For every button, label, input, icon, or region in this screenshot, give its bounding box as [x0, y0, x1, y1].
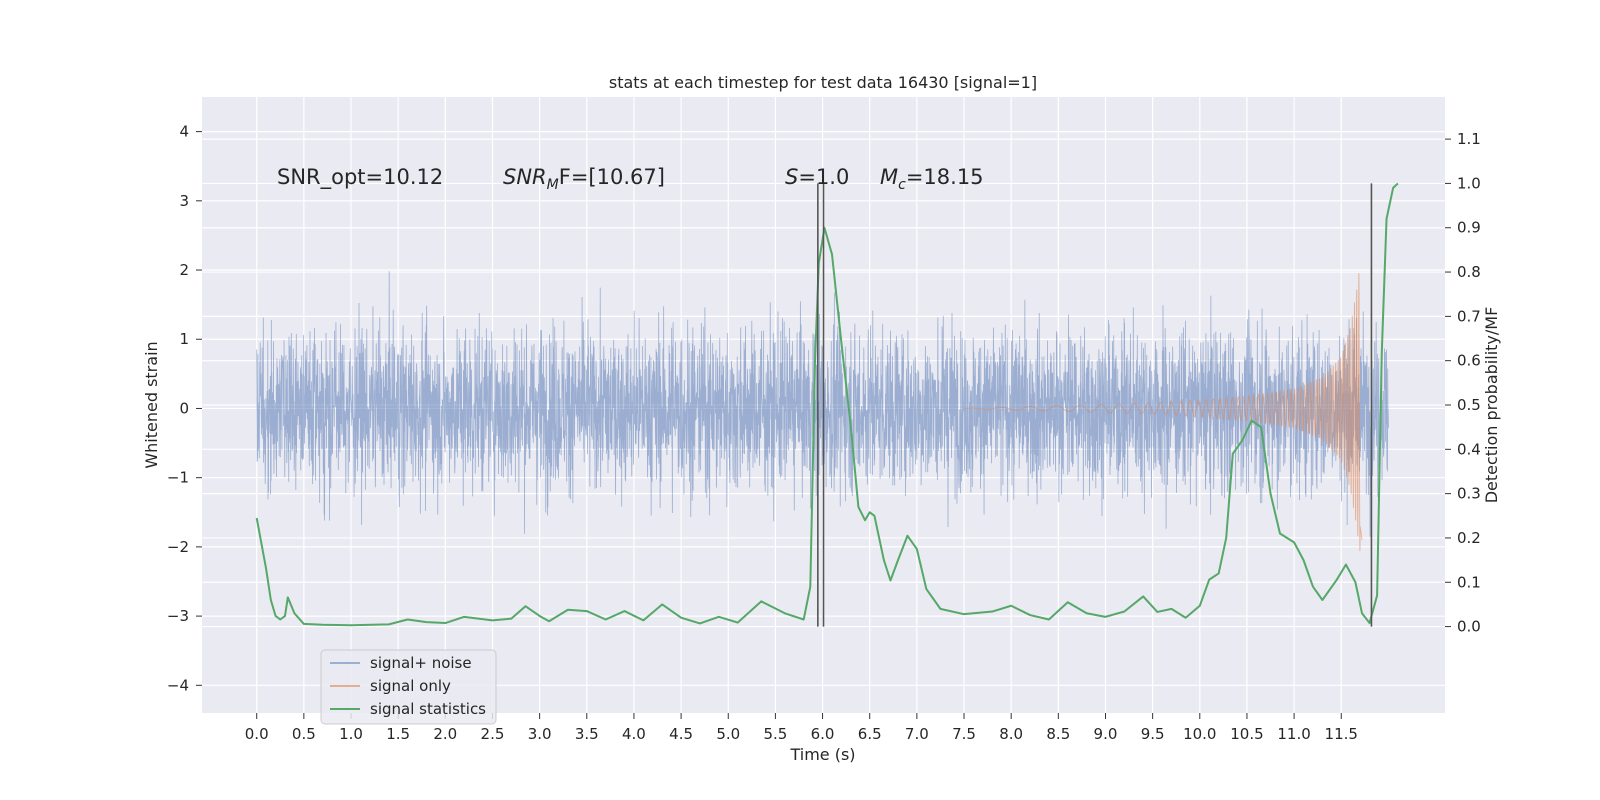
series-layer [255, 182, 1399, 627]
y-right-tick-label: 0.1 [1457, 573, 1481, 591]
y-left-tick-label: −1 [167, 469, 189, 487]
mc-rest: =18.15 [906, 165, 984, 189]
y-left-axis-label: Whitened strain [142, 341, 161, 468]
mc-sub: c [898, 177, 906, 193]
legend-label-signal-statistics: signal statistics [370, 700, 486, 718]
x-tick-label: 9.0 [1094, 725, 1118, 743]
y-right-tick-label: 0.5 [1457, 396, 1481, 414]
x-tick-label: 8.5 [1046, 725, 1070, 743]
legend: signal+ noise signal only signal statist… [320, 649, 497, 725]
y-right-tick-label: 1.1 [1457, 130, 1481, 148]
x-tick-label: 3.0 [528, 725, 552, 743]
series-signal-only [964, 272, 1363, 552]
legend-label-signal-only: signal only [370, 677, 451, 695]
tick-labels: 0.0 0.5 1.0 1.5 2.0 2.5 3.0 3.5 4.0 4.5 5.0 5.5 6.0 6… [167, 123, 1481, 743]
chart-title: stats at each timestep for test data 164… [609, 73, 1037, 92]
x-tick-label: 10.0 [1183, 725, 1216, 743]
y-right-axis-label: Detection probability/MF [1482, 307, 1501, 504]
x-tick-label: 0.0 [245, 725, 269, 743]
snr-mf-name: SNR [503, 165, 547, 189]
x-tick-label: 10.5 [1230, 725, 1263, 743]
y-right-tick-label: 0.9 [1457, 219, 1481, 237]
y-left-tick-label: 3 [179, 192, 189, 210]
x-tick-label: 8.0 [999, 725, 1023, 743]
y-right-tick-label: 0.7 [1457, 307, 1481, 325]
x-tick-label: 0.5 [292, 725, 316, 743]
x-tick-label: 2.0 [433, 725, 457, 743]
y-left-tick-label: 0 [179, 399, 189, 417]
x-tick-label: 1.0 [339, 725, 363, 743]
x-tick-label: 5.5 [763, 725, 787, 743]
y-left-tick-label: −4 [167, 676, 189, 694]
snr-opt-annotation: SNR_opt=10.12 [277, 165, 443, 190]
x-tick-label: 3.5 [575, 725, 599, 743]
series-signal-statistics [255, 182, 1399, 627]
s-name: S [785, 165, 798, 189]
y-left-tick-label: −2 [167, 538, 189, 556]
x-tick-label: 7.5 [952, 725, 976, 743]
x-axis-label: Time (s) [789, 745, 855, 764]
y-right-tick-label: 0.3 [1457, 485, 1481, 503]
vertical-markers [817, 183, 1373, 627]
y-right-tick-label: 0.0 [1457, 618, 1481, 636]
x-tick-label: 6.0 [811, 725, 835, 743]
y-right-tick-label: 1.0 [1457, 174, 1481, 192]
x-tick-label: 4.5 [669, 725, 693, 743]
snr-mf-rest: F=[10.67] [559, 165, 665, 189]
y-left-tick-label: 2 [179, 261, 189, 279]
x-tick-label: 1.5 [386, 725, 410, 743]
x-tick-label: 11.5 [1325, 725, 1358, 743]
mc-name: M [880, 165, 898, 189]
s-rest: =1.0 [798, 165, 849, 189]
series-signal-noise [256, 271, 1389, 537]
y-right-tick-label: 0.8 [1457, 263, 1481, 281]
y-right-tick-label: 0.6 [1457, 352, 1481, 370]
x-tick-label: 11.0 [1277, 725, 1310, 743]
mc-annotation: Mc=18.15 [880, 165, 984, 193]
x-tick-label: 6.5 [858, 725, 882, 743]
legend-label-signal-noise: signal+ noise [370, 654, 472, 672]
y-right-tick-label: 0.2 [1457, 529, 1481, 547]
x-tick-label: 4.0 [622, 725, 646, 743]
y-right-tick-label: 0.4 [1457, 440, 1481, 458]
x-tick-label: 9.5 [1141, 725, 1165, 743]
x-tick-label: 7.0 [905, 725, 929, 743]
snr-mf-annotation: SNRMF=[10.67] [503, 165, 665, 193]
snr-mf-sub: M [547, 177, 559, 193]
legend-box [320, 649, 497, 725]
y-left-tick-label: 4 [179, 123, 189, 141]
s-annotation: S=1.0 [785, 165, 849, 189]
y-left-tick-label: −3 [167, 607, 189, 625]
y-left-tick-label: 1 [179, 330, 189, 348]
x-tick-label: 5.0 [716, 725, 740, 743]
x-tick-label: 2.5 [481, 725, 505, 743]
